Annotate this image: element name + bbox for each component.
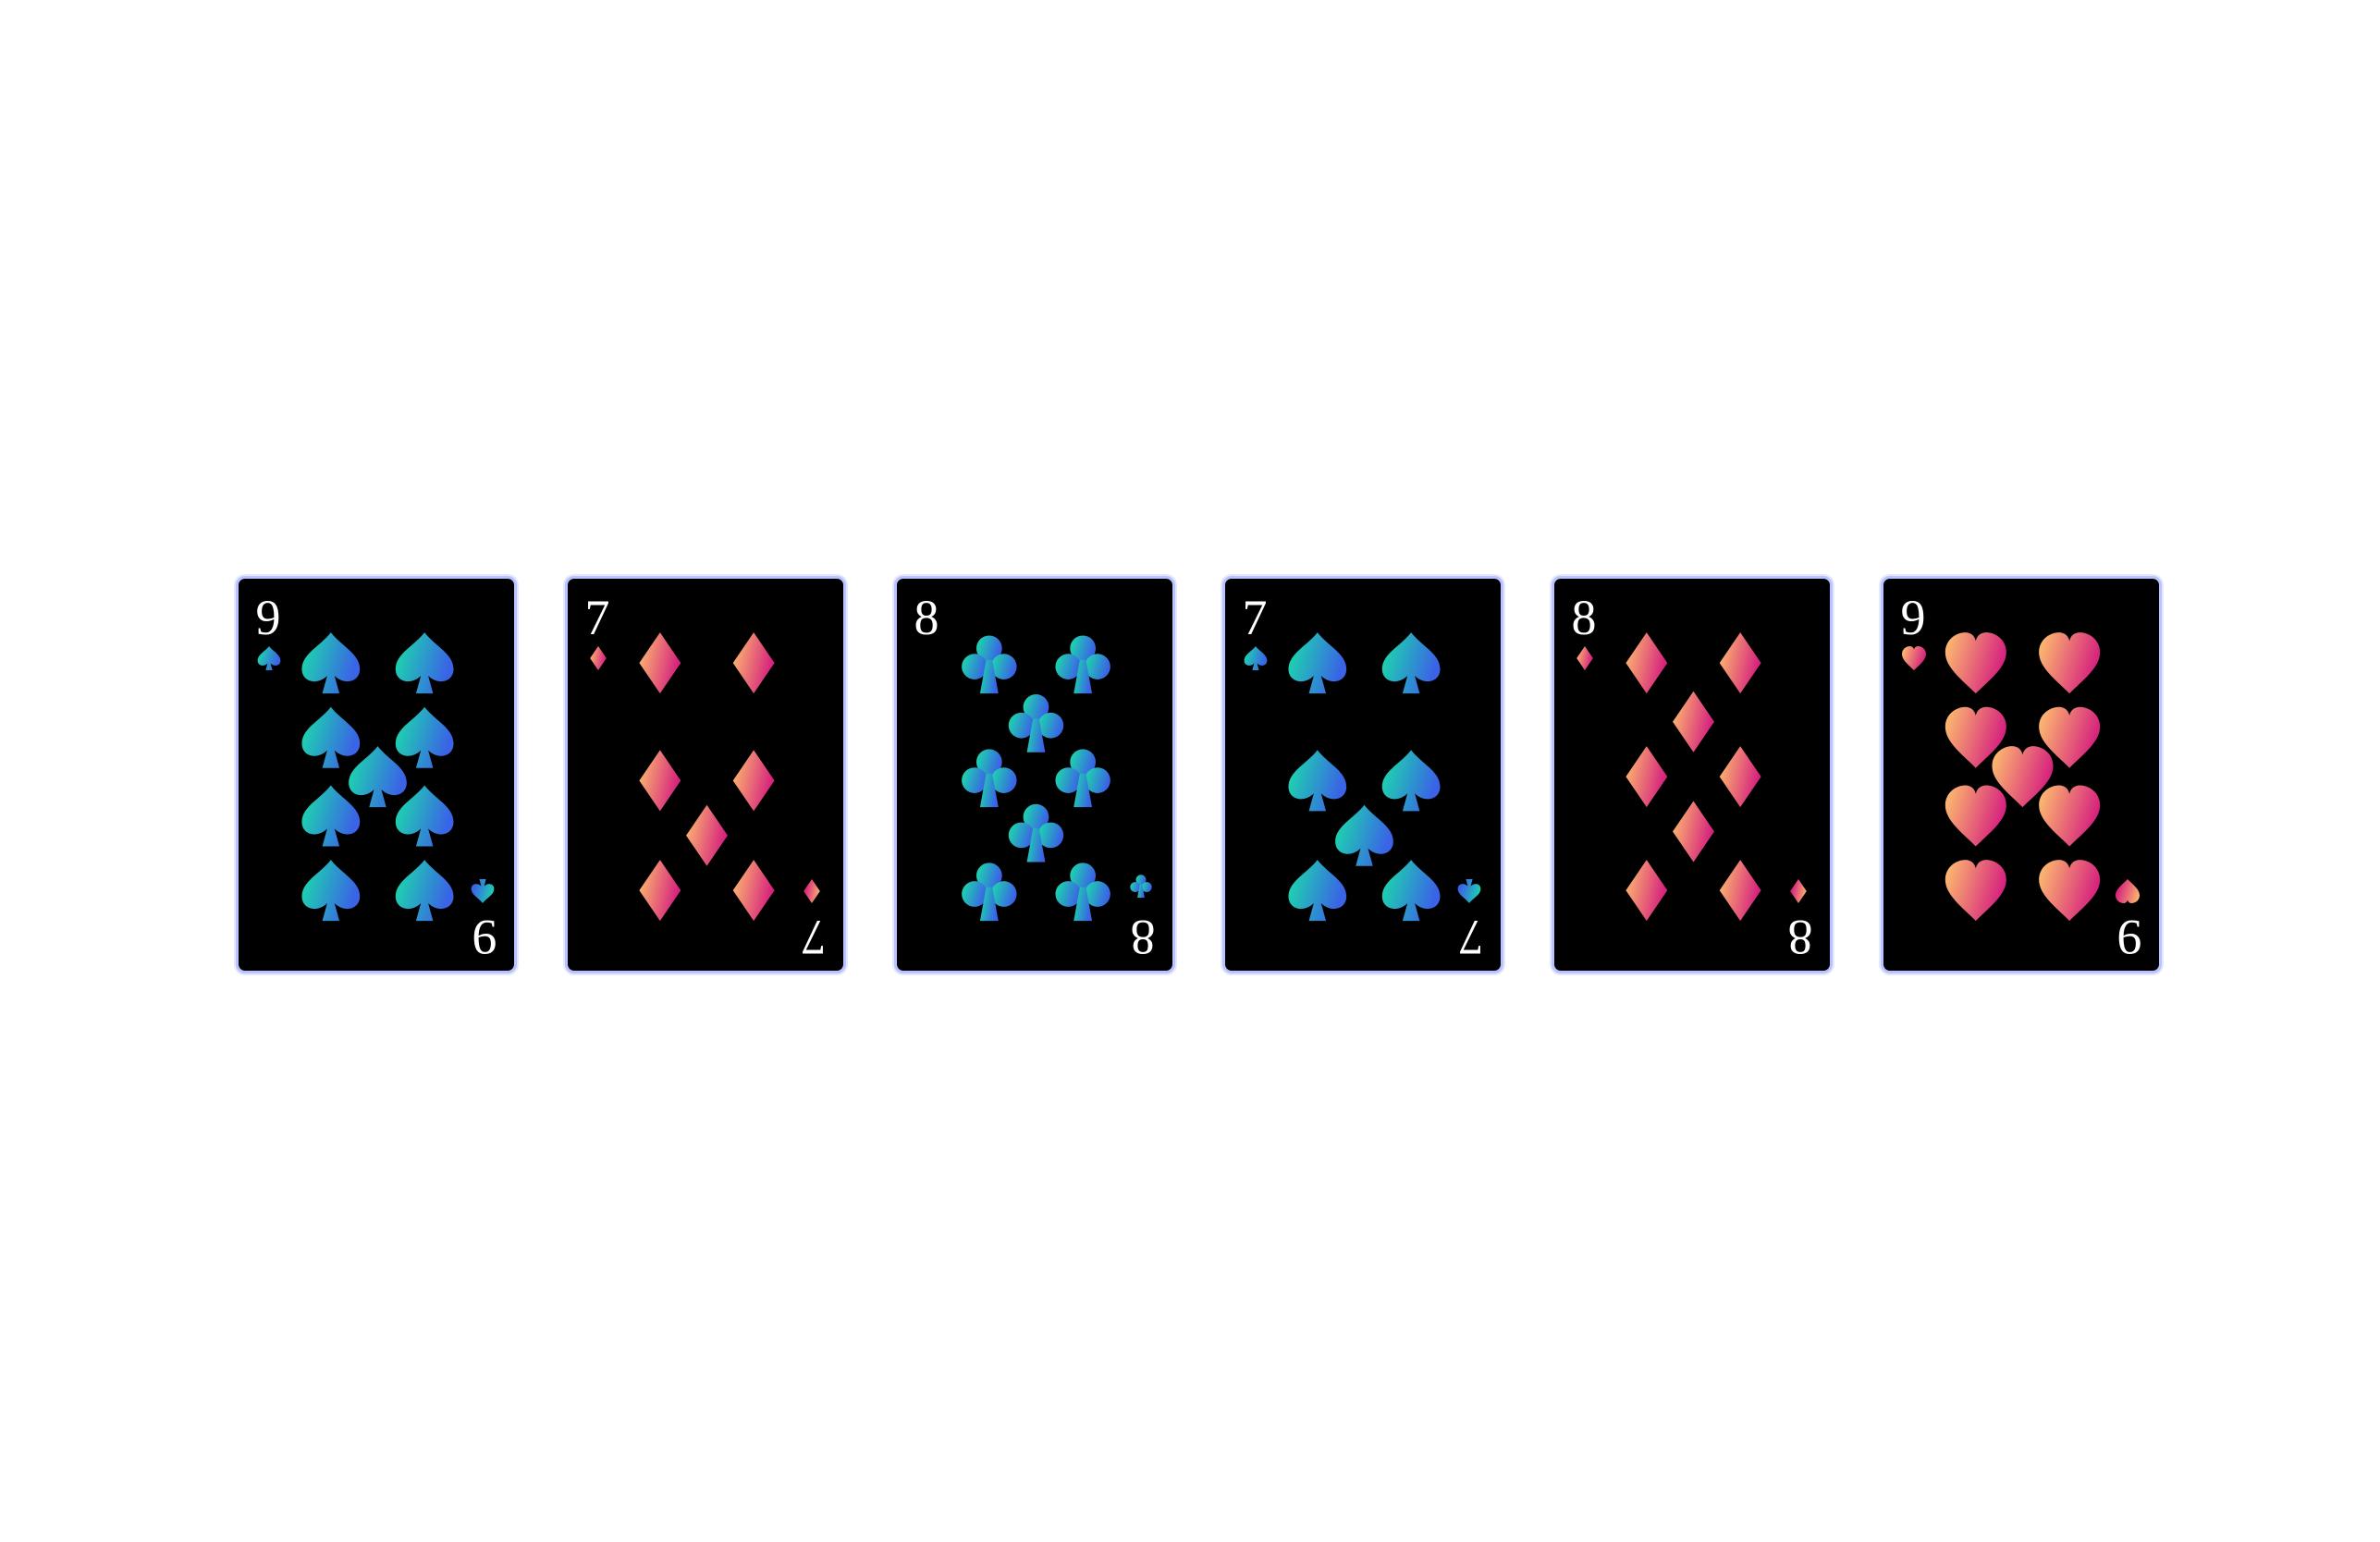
spade-pip (301, 706, 361, 768)
diamond-icon (1576, 646, 1593, 670)
diamond-pip (1719, 746, 1761, 808)
spade-pip (395, 860, 454, 922)
club-pip (1008, 694, 1064, 753)
rank-top-label: 8 (914, 590, 939, 645)
heart-icon (2116, 879, 2140, 903)
diamond-pip (639, 750, 681, 812)
rank-bottom-label: 8 (1131, 910, 1156, 965)
club-pip (962, 635, 1017, 694)
diamond-pip (1673, 801, 1714, 863)
spade-pip (1381, 860, 1441, 922)
spade-pip (301, 632, 361, 694)
diamond-pip (639, 632, 681, 694)
rank-top-label: 9 (256, 590, 281, 645)
heart-pip (2039, 860, 2101, 922)
rank-bottom-label: 7 (1459, 910, 1484, 965)
spade-pip (395, 785, 454, 847)
spade-pip (1335, 804, 1393, 866)
heart-pip (2039, 706, 2101, 768)
club-pip (962, 749, 1017, 808)
diamond-icon (804, 879, 820, 903)
club-pip (962, 863, 1017, 922)
rank-bottom-label: 9 (472, 910, 497, 965)
diamond-icon (1790, 879, 1807, 903)
spade-pip (395, 632, 454, 694)
diamond-pip (1673, 691, 1714, 753)
diamond-pip (1626, 746, 1668, 808)
heart-pip (1944, 706, 2006, 768)
diamond-pip (639, 860, 681, 922)
rank-top-label: 9 (1901, 590, 1926, 645)
spade-pip (1288, 860, 1347, 922)
rank-bottom-label: 7 (802, 910, 827, 965)
club-pip (1055, 749, 1110, 808)
heart-pip (1944, 632, 2006, 694)
rank-bottom-label: 9 (2117, 910, 2142, 965)
heart-pip (1992, 746, 2054, 808)
club-pip (1055, 635, 1110, 694)
heart-pip (2039, 785, 2101, 847)
spade-pip (349, 746, 407, 808)
diamond-pip (1626, 632, 1668, 694)
spade-pip (1381, 750, 1441, 812)
spade-icon (1457, 879, 1481, 903)
diamond-pip (1719, 860, 1761, 922)
diamond-pip (732, 632, 775, 694)
club-pip (1055, 863, 1110, 922)
spade-icon (471, 879, 495, 903)
rank-top-label: 7 (585, 590, 610, 645)
rank-top-label: 8 (1572, 590, 1597, 645)
heart-pip (2039, 632, 2101, 694)
spade-icon (257, 646, 281, 670)
spade-pip (1288, 750, 1347, 812)
rank-top-label: 7 (1243, 590, 1268, 645)
spade-pip (1381, 632, 1441, 694)
heart-pip (1944, 860, 2006, 922)
spade-pip (301, 785, 361, 847)
spade-icon (1244, 646, 1268, 670)
diamond-pip (686, 804, 728, 866)
diamond-icon (590, 646, 607, 670)
diamond-pip (732, 860, 775, 922)
heart-icon (1902, 646, 1926, 670)
club-icon (1130, 875, 1152, 898)
club-pip (1008, 803, 1064, 863)
spade-pip (395, 706, 454, 768)
rank-bottom-label: 8 (1788, 910, 1813, 965)
spade-pip (1288, 632, 1347, 694)
heart-pip (1944, 785, 2006, 847)
diamond-pip (1719, 632, 1761, 694)
diamond-pip (1626, 860, 1668, 922)
diamond-pip (732, 750, 775, 812)
spade-pip (301, 860, 361, 922)
